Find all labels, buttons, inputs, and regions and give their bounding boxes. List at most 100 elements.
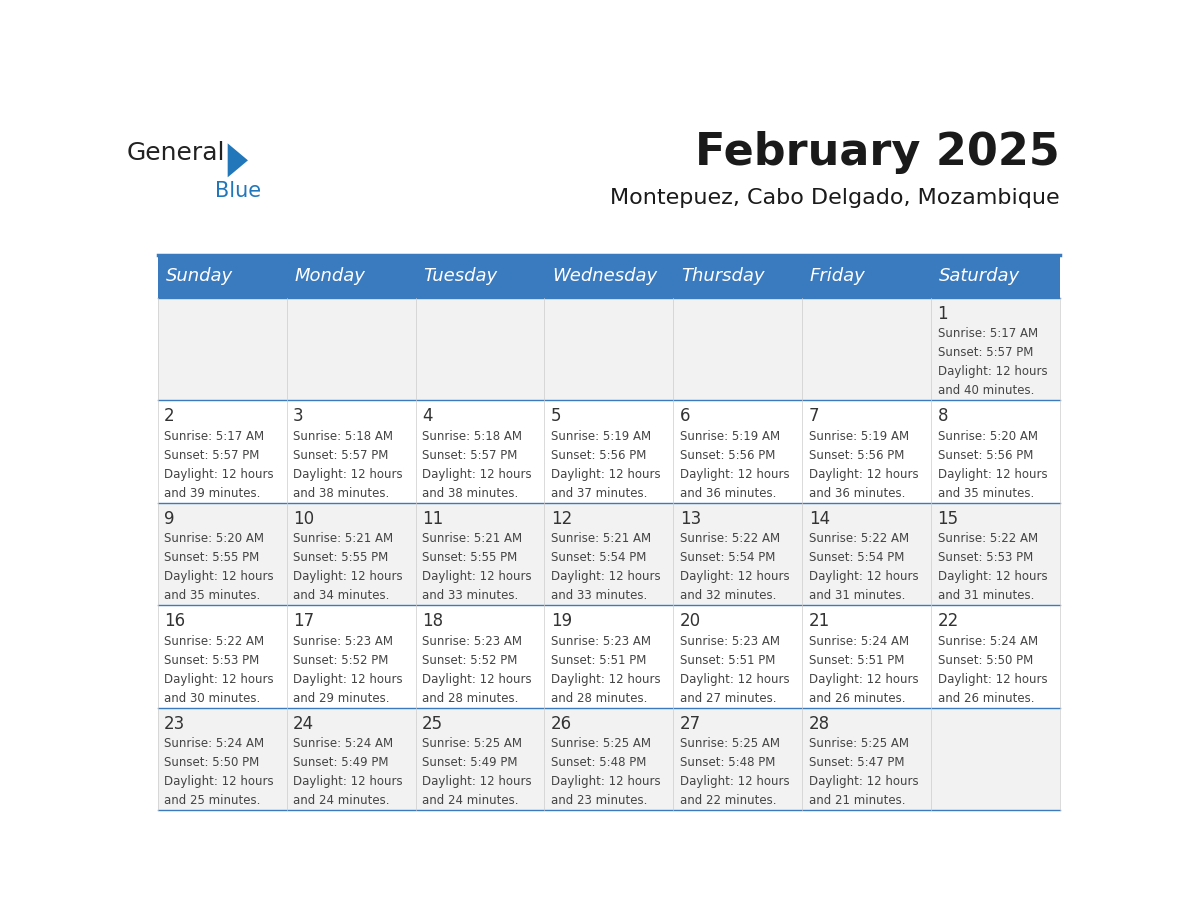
Text: Blue: Blue	[215, 181, 261, 201]
Text: and 26 minutes.: and 26 minutes.	[809, 691, 905, 705]
Text: Sunset: 5:54 PM: Sunset: 5:54 PM	[809, 552, 904, 565]
Text: Sunrise: 5:24 AM: Sunrise: 5:24 AM	[164, 737, 264, 750]
Text: Daylight: 12 hours: Daylight: 12 hours	[293, 775, 403, 788]
Text: 2: 2	[164, 408, 175, 425]
Bar	[544, 503, 674, 605]
Text: and 28 minutes.: and 28 minutes.	[422, 691, 518, 705]
Polygon shape	[228, 143, 248, 177]
Text: Sunset: 5:56 PM: Sunset: 5:56 PM	[937, 449, 1032, 462]
Text: 1: 1	[937, 305, 948, 323]
Text: 27: 27	[680, 715, 701, 733]
Text: and 33 minutes.: and 33 minutes.	[422, 589, 518, 602]
Bar	[674, 297, 802, 400]
Bar	[674, 605, 802, 708]
Text: Sunset: 5:49 PM: Sunset: 5:49 PM	[422, 756, 518, 769]
Bar	[158, 297, 286, 400]
Text: Sunrise: 5:17 AM: Sunrise: 5:17 AM	[164, 430, 264, 442]
Text: Daylight: 12 hours: Daylight: 12 hours	[164, 570, 273, 583]
Text: 6: 6	[680, 408, 690, 425]
Bar	[674, 400, 802, 503]
Bar	[931, 297, 1060, 400]
Text: Daylight: 12 hours: Daylight: 12 hours	[809, 570, 918, 583]
Bar	[416, 503, 544, 605]
Text: Sunrise: 5:17 AM: Sunrise: 5:17 AM	[937, 328, 1037, 341]
Text: Sunrise: 5:25 AM: Sunrise: 5:25 AM	[422, 737, 522, 750]
Text: and 26 minutes.: and 26 minutes.	[937, 691, 1034, 705]
Text: Sunset: 5:57 PM: Sunset: 5:57 PM	[937, 346, 1032, 359]
Text: 11: 11	[422, 509, 443, 528]
Text: Sunrise: 5:23 AM: Sunrise: 5:23 AM	[422, 634, 522, 648]
Text: and 40 minutes.: and 40 minutes.	[937, 385, 1034, 397]
Text: and 32 minutes.: and 32 minutes.	[680, 589, 776, 602]
Text: Sunrise: 5:25 AM: Sunrise: 5:25 AM	[809, 737, 909, 750]
Bar	[286, 400, 416, 503]
Text: General: General	[126, 140, 225, 164]
Text: Sunrise: 5:22 AM: Sunrise: 5:22 AM	[809, 532, 909, 545]
Text: Sunrise: 5:24 AM: Sunrise: 5:24 AM	[937, 634, 1037, 648]
Text: Sunrise: 5:22 AM: Sunrise: 5:22 AM	[937, 532, 1037, 545]
Text: 28: 28	[809, 715, 829, 733]
Bar	[286, 255, 416, 297]
Text: Daylight: 12 hours: Daylight: 12 hours	[937, 365, 1047, 378]
Text: 8: 8	[937, 408, 948, 425]
Bar	[158, 503, 286, 605]
Text: and 38 minutes.: and 38 minutes.	[293, 487, 390, 499]
Text: and 39 minutes.: and 39 minutes.	[164, 487, 260, 499]
Text: and 30 minutes.: and 30 minutes.	[164, 691, 260, 705]
Text: Sunset: 5:51 PM: Sunset: 5:51 PM	[680, 654, 775, 666]
Text: Sunrise: 5:19 AM: Sunrise: 5:19 AM	[551, 430, 651, 442]
Text: 17: 17	[293, 612, 314, 631]
Text: and 36 minutes.: and 36 minutes.	[809, 487, 905, 499]
Bar	[931, 255, 1060, 297]
Bar	[802, 297, 931, 400]
Text: and 22 minutes.: and 22 minutes.	[680, 794, 776, 807]
Text: Sunrise: 5:21 AM: Sunrise: 5:21 AM	[293, 532, 393, 545]
Bar	[544, 297, 674, 400]
Text: Sunrise: 5:22 AM: Sunrise: 5:22 AM	[680, 532, 779, 545]
Text: Sunrise: 5:18 AM: Sunrise: 5:18 AM	[293, 430, 393, 442]
Text: and 28 minutes.: and 28 minutes.	[551, 691, 647, 705]
Text: 25: 25	[422, 715, 443, 733]
Text: Sunset: 5:50 PM: Sunset: 5:50 PM	[937, 654, 1032, 666]
Text: Sunset: 5:49 PM: Sunset: 5:49 PM	[293, 756, 388, 769]
Text: Thursday: Thursday	[681, 267, 765, 285]
Text: Daylight: 12 hours: Daylight: 12 hours	[293, 673, 403, 686]
Text: Sunset: 5:57 PM: Sunset: 5:57 PM	[422, 449, 517, 462]
Text: Sunset: 5:48 PM: Sunset: 5:48 PM	[551, 756, 646, 769]
Text: Daylight: 12 hours: Daylight: 12 hours	[164, 673, 273, 686]
Text: Sunrise: 5:19 AM: Sunrise: 5:19 AM	[680, 430, 779, 442]
Text: and 35 minutes.: and 35 minutes.	[937, 487, 1034, 499]
Text: Daylight: 12 hours: Daylight: 12 hours	[551, 775, 661, 788]
Text: Sunset: 5:56 PM: Sunset: 5:56 PM	[809, 449, 904, 462]
Bar	[286, 708, 416, 810]
Text: Daylight: 12 hours: Daylight: 12 hours	[293, 468, 403, 481]
Text: 9: 9	[164, 509, 175, 528]
Text: Sunrise: 5:23 AM: Sunrise: 5:23 AM	[551, 634, 651, 648]
Bar	[286, 605, 416, 708]
Text: Sunset: 5:53 PM: Sunset: 5:53 PM	[937, 552, 1032, 565]
Text: 5: 5	[551, 408, 562, 425]
Text: 7: 7	[809, 408, 820, 425]
Text: Montepuez, Cabo Delgado, Mozambique: Montepuez, Cabo Delgado, Mozambique	[611, 188, 1060, 207]
Text: Sunset: 5:47 PM: Sunset: 5:47 PM	[809, 756, 904, 769]
Bar	[158, 400, 286, 503]
Text: 4: 4	[422, 408, 432, 425]
Text: 20: 20	[680, 612, 701, 631]
Text: Daylight: 12 hours: Daylight: 12 hours	[809, 468, 918, 481]
Text: 18: 18	[422, 612, 443, 631]
Text: Sunrise: 5:24 AM: Sunrise: 5:24 AM	[293, 737, 393, 750]
Text: Tuesday: Tuesday	[423, 267, 498, 285]
Text: 15: 15	[937, 509, 959, 528]
Text: and 33 minutes.: and 33 minutes.	[551, 589, 647, 602]
Text: Sunset: 5:54 PM: Sunset: 5:54 PM	[680, 552, 775, 565]
Bar	[931, 400, 1060, 503]
Text: Daylight: 12 hours: Daylight: 12 hours	[293, 570, 403, 583]
Text: Sunrise: 5:21 AM: Sunrise: 5:21 AM	[422, 532, 522, 545]
Text: Daylight: 12 hours: Daylight: 12 hours	[164, 775, 273, 788]
Text: Sunset: 5:51 PM: Sunset: 5:51 PM	[809, 654, 904, 666]
Bar	[802, 400, 931, 503]
Text: Sunrise: 5:20 AM: Sunrise: 5:20 AM	[937, 430, 1037, 442]
Text: Sunrise: 5:21 AM: Sunrise: 5:21 AM	[551, 532, 651, 545]
Text: and 38 minutes.: and 38 minutes.	[422, 487, 518, 499]
Text: 10: 10	[293, 509, 314, 528]
